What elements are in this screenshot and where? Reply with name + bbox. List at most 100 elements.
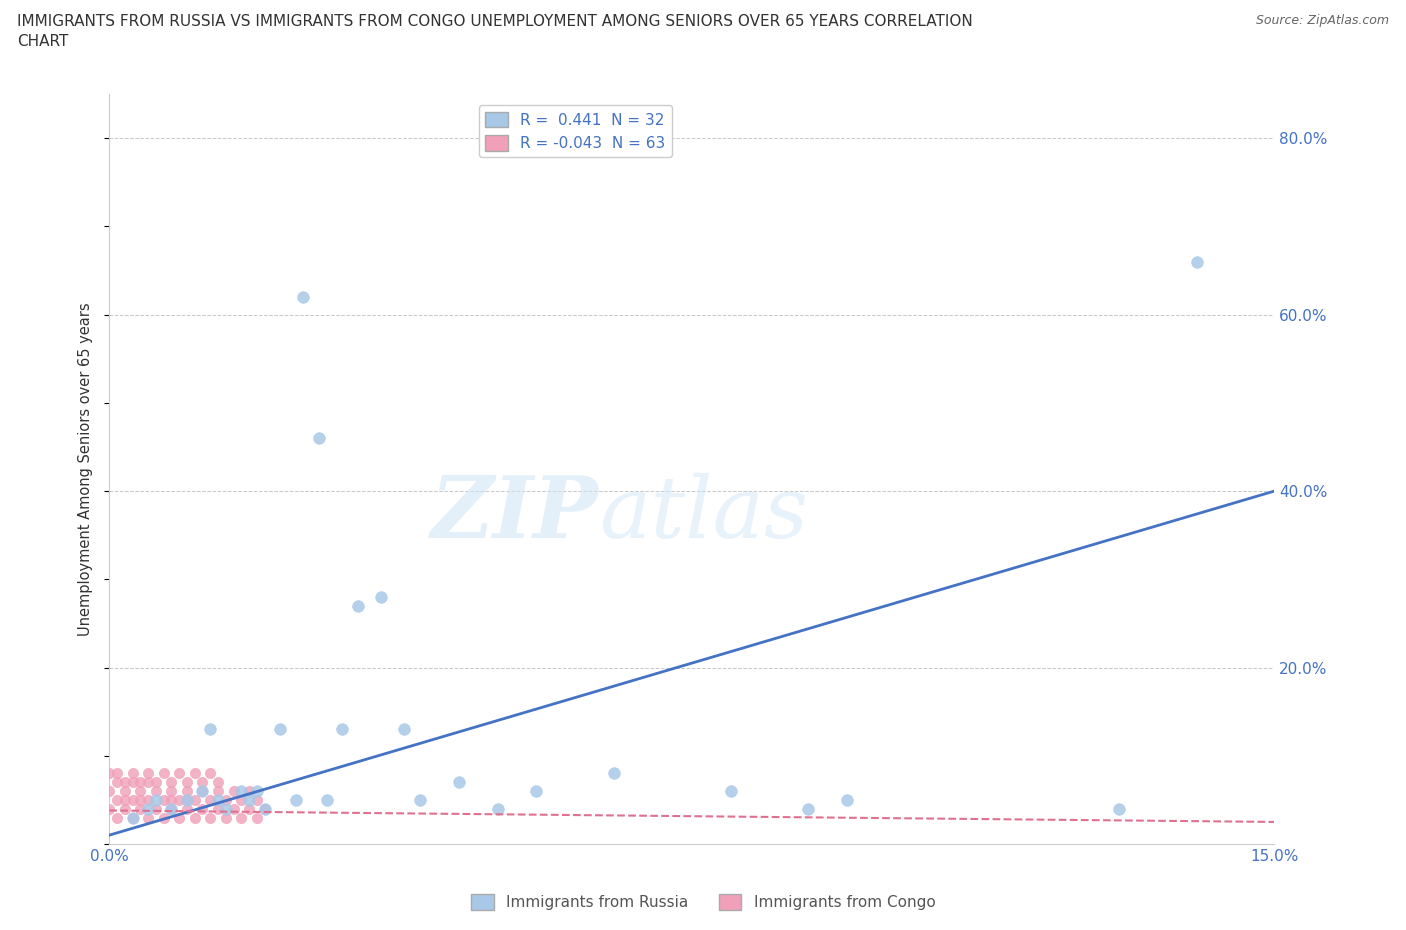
Point	[183, 810, 205, 825]
Point	[176, 775, 198, 790]
Point	[160, 784, 183, 799]
Point	[215, 802, 238, 817]
Point	[105, 810, 128, 825]
Legend: R =  0.441  N = 32, R = -0.043  N = 63: R = 0.441 N = 32, R = -0.043 N = 63	[479, 105, 672, 157]
Point	[105, 792, 128, 807]
Point	[183, 792, 205, 807]
Point	[191, 775, 214, 790]
Point	[238, 784, 260, 799]
Point	[215, 810, 238, 825]
Point	[603, 766, 626, 781]
Point	[308, 431, 330, 445]
Point	[222, 784, 245, 799]
Point	[1108, 802, 1130, 817]
Point	[207, 784, 229, 799]
Point	[246, 792, 269, 807]
Point	[136, 766, 159, 781]
Point	[200, 766, 222, 781]
Point	[136, 792, 159, 807]
Point	[837, 792, 859, 807]
Point	[231, 810, 253, 825]
Point	[98, 802, 121, 817]
Point	[121, 810, 143, 825]
Point	[797, 802, 820, 817]
Point	[114, 784, 136, 799]
Point	[129, 792, 152, 807]
Point	[167, 766, 190, 781]
Point	[409, 792, 432, 807]
Point	[160, 802, 183, 817]
Point	[292, 289, 315, 304]
Point	[160, 802, 183, 817]
Point	[136, 810, 159, 825]
Point	[191, 802, 214, 817]
Point	[526, 784, 548, 799]
Text: Source: ZipAtlas.com: Source: ZipAtlas.com	[1256, 14, 1389, 27]
Point	[160, 775, 183, 790]
Legend: Immigrants from Russia, Immigrants from Congo: Immigrants from Russia, Immigrants from …	[463, 886, 943, 918]
Y-axis label: Unemployment Among Seniors over 65 years: Unemployment Among Seniors over 65 years	[79, 302, 93, 636]
Point	[145, 775, 167, 790]
Point	[207, 802, 229, 817]
Point	[129, 775, 152, 790]
Point	[191, 784, 214, 799]
Point	[121, 766, 143, 781]
Point	[284, 792, 307, 807]
Point	[121, 810, 143, 825]
Point	[105, 766, 128, 781]
Point	[191, 784, 214, 799]
Point	[152, 766, 174, 781]
Point	[720, 784, 742, 799]
Point	[222, 802, 245, 817]
Point	[200, 722, 222, 737]
Point	[346, 598, 368, 613]
Point	[176, 792, 198, 807]
Point	[136, 802, 159, 817]
Point	[145, 802, 167, 817]
Point	[152, 792, 174, 807]
Point	[238, 792, 260, 807]
Point	[200, 810, 222, 825]
Point	[183, 766, 205, 781]
Text: CHART: CHART	[17, 34, 69, 49]
Point	[215, 792, 238, 807]
Point	[167, 810, 190, 825]
Point	[129, 802, 152, 817]
Point	[269, 722, 291, 737]
Point	[114, 802, 136, 817]
Text: IMMIGRANTS FROM RUSSIA VS IMMIGRANTS FROM CONGO UNEMPLOYMENT AMONG SENIORS OVER : IMMIGRANTS FROM RUSSIA VS IMMIGRANTS FRO…	[17, 14, 973, 29]
Point	[207, 775, 229, 790]
Point	[121, 792, 143, 807]
Point	[121, 775, 143, 790]
Point	[176, 802, 198, 817]
Point	[315, 792, 337, 807]
Point	[98, 784, 121, 799]
Point	[114, 792, 136, 807]
Point	[370, 590, 392, 604]
Point	[253, 802, 276, 817]
Point	[246, 784, 269, 799]
Point	[231, 792, 253, 807]
Point	[145, 784, 167, 799]
Point	[330, 722, 353, 737]
Point	[200, 792, 222, 807]
Point	[238, 802, 260, 817]
Point	[394, 722, 416, 737]
Point	[231, 784, 253, 799]
Point	[129, 784, 152, 799]
Point	[207, 792, 229, 807]
Point	[160, 792, 183, 807]
Point	[253, 802, 276, 817]
Point	[447, 775, 470, 790]
Point	[486, 802, 509, 817]
Point	[246, 810, 269, 825]
Point	[167, 792, 190, 807]
Point	[176, 784, 198, 799]
Point	[105, 775, 128, 790]
Point	[114, 775, 136, 790]
Point	[1185, 254, 1208, 269]
Point	[176, 792, 198, 807]
Point	[145, 792, 167, 807]
Point	[98, 766, 121, 781]
Text: atlas: atlas	[599, 472, 807, 555]
